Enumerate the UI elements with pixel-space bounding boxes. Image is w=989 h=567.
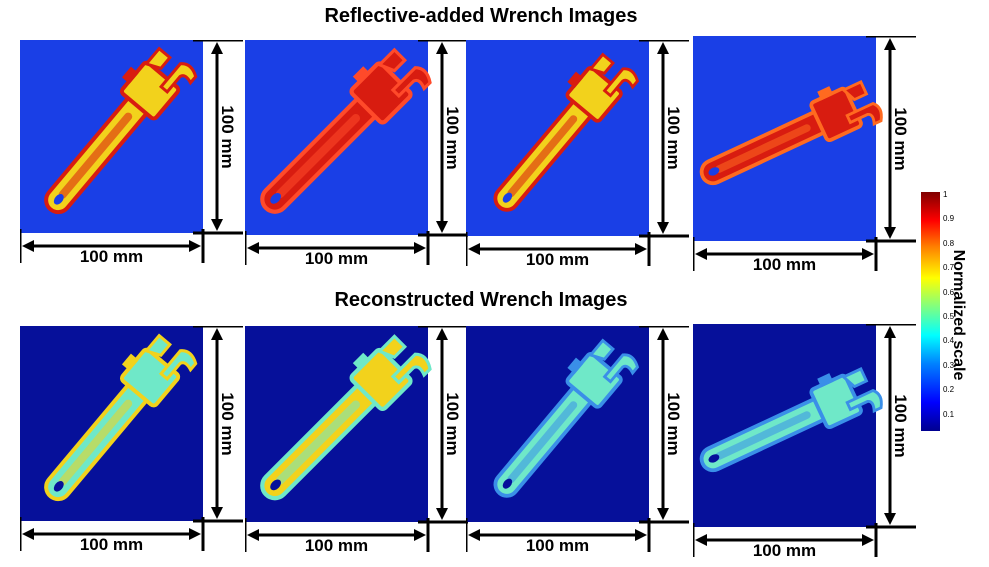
horizontal-dimension-arrow: [20, 517, 205, 551]
horizontal-dimension-label: 100 mm: [304, 536, 369, 555]
wrench-image: [466, 326, 689, 552]
wrench-image: [466, 40, 689, 266]
wrench-panel: 100 mm 100 mm: [20, 326, 263, 561]
colorbar-tick: 0.1: [943, 409, 955, 419]
wrench-panel: 100 mm 100 mm: [693, 36, 936, 281]
vertical-dimension-label: 100 mm: [891, 106, 910, 171]
wrench-shape: [260, 334, 432, 501]
horizontal-dimension-label: 100 mm: [304, 249, 369, 268]
horizontal-dimension-label: 100 mm: [525, 536, 590, 555]
wrench-panel: 100 mm 100 mm: [245, 326, 488, 562]
vertical-dimension-label: 100 mm: [218, 104, 237, 169]
colorbar-tick: 1: [943, 190, 948, 199]
horizontal-dimension-arrow: [466, 518, 651, 552]
horizontal-dimension-arrow: [466, 232, 651, 266]
vertical-dimension-arrow: [193, 326, 243, 523]
wrench-image: [20, 40, 243, 263]
vertical-dimension-label: 100 mm: [443, 105, 462, 170]
colorbar-tick: 0.6: [943, 287, 955, 297]
horizontal-dimension-label: 100 mm: [752, 541, 817, 560]
wrench-shape: [493, 52, 640, 212]
wrench-image: [245, 326, 468, 552]
vertical-dimension-arrow: [866, 36, 916, 243]
wrench-image: [20, 326, 243, 551]
vertical-dimension-arrow: [193, 40, 243, 235]
horizontal-dimension-arrow: [245, 518, 430, 552]
wrench-panel: 100 mm 100 mm: [466, 40, 709, 276]
vertical-dimension-arrow: [418, 40, 468, 237]
wrench-panel: 100 mm 100 mm: [693, 324, 936, 567]
colorbar-label: Normalized scale: [950, 249, 967, 381]
horizontal-dimension-arrow: [693, 237, 878, 271]
wrench-shape: [699, 80, 883, 186]
vertical-dimension-label: 100 mm: [218, 391, 237, 456]
vertical-dimension-arrow: [639, 40, 689, 238]
horizontal-dimension-label: 100 mm: [525, 250, 590, 269]
horizontal-dimension-arrow: [20, 229, 205, 263]
colorbar-tick: 0.4: [943, 336, 955, 346]
title-reflective-added: Reflective-added Wrench Images: [324, 5, 638, 27]
colorbar-tick: 0.9: [943, 214, 955, 224]
vertical-dimension-arrow: [866, 324, 916, 529]
horizontal-dimension-arrow: [245, 231, 430, 265]
wrench-panel: 100 mm 100 mm: [20, 40, 263, 273]
title-reconstructed: Reconstructed Wrench Images: [334, 289, 628, 311]
wrench-panel: 100 mm 100 mm: [466, 326, 709, 562]
vertical-dimension-label: 100 mm: [664, 106, 683, 170]
colorbar-tick: 0.5: [943, 312, 955, 321]
wrench-panel: 100 mm 100 mm: [245, 40, 488, 275]
wrench-image: [693, 324, 916, 557]
colorbar: 1 0.9 0.8 0.7 0.6 0.5 0.4 0.3 0.2 0.1 Normalized …: [918, 190, 988, 435]
horizontal-dimension-arrow: [693, 523, 878, 557]
vertical-dimension-arrow: [418, 326, 468, 524]
vertical-dimension-label: 100 mm: [891, 393, 910, 458]
horizontal-dimension-label: 100 mm: [752, 255, 817, 274]
colorbar-tick: 0.7: [943, 263, 955, 273]
horizontal-dimension-label: 100 mm: [79, 535, 144, 554]
vertical-dimension-label: 100 mm: [664, 392, 683, 456]
colorbar-tick: 0.2: [943, 385, 955, 395]
wrench-shape: [44, 46, 198, 215]
colorbar-tick: 0.8: [943, 238, 955, 248]
wrench-shape: [493, 338, 640, 498]
wrench-shape: [260, 47, 432, 214]
vertical-dimension-arrow: [639, 326, 689, 524]
vertical-dimension-label: 100 mm: [443, 392, 462, 456]
wrench-shape: [44, 333, 198, 502]
wrench-shape: [699, 367, 883, 473]
colorbar-tick: 0.3: [943, 360, 955, 370]
colorbar-gradient: [921, 192, 940, 431]
horizontal-dimension-label: 100 mm: [79, 247, 144, 266]
wrench-image: [245, 40, 468, 265]
wrench-image: [693, 36, 916, 271]
